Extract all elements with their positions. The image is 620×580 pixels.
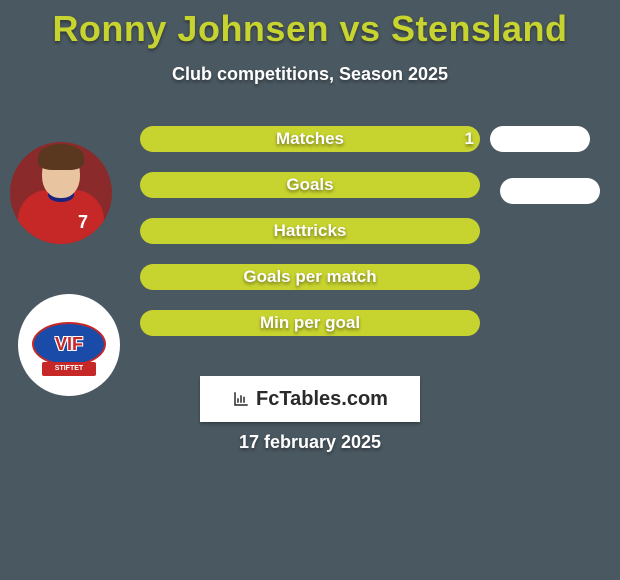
club-ribbon-text: STIFTET 29·7·13 xyxy=(42,362,96,376)
club-badge-text: VIF xyxy=(32,322,106,366)
jersey-number: 7 xyxy=(78,212,88,233)
stat-label: Hattricks xyxy=(140,218,480,244)
stat-row-matches: Matches 1 xyxy=(140,126,480,152)
right-pill-0 xyxy=(490,126,590,152)
page-title: Ronny Johnsen vs Stensland xyxy=(0,0,620,50)
right-pill-1 xyxy=(500,178,600,204)
chart-icon xyxy=(232,390,250,408)
stat-row-hattricks: Hattricks xyxy=(140,218,480,244)
stat-label: Goals xyxy=(140,172,480,198)
club-avatar: VIF STIFTET 29·7·13 xyxy=(18,294,120,396)
stat-row-goals: Goals xyxy=(140,172,480,198)
stats-bars: Matches 1 Goals Hattricks Goals per matc… xyxy=(140,126,480,356)
logo-box: FcTables.com xyxy=(200,376,420,422)
stat-label: Min per goal xyxy=(140,310,480,336)
logo-text: FcTables.com xyxy=(256,388,388,411)
footer-date: 17 february 2025 xyxy=(0,432,620,453)
stat-row-gpm: Goals per match xyxy=(140,264,480,290)
stat-value: 1 xyxy=(465,126,474,152)
stat-label: Matches xyxy=(140,126,480,152)
stat-label: Goals per match xyxy=(140,264,480,290)
player-avatar: 7 xyxy=(10,142,112,244)
page-subtitle: Club competitions, Season 2025 xyxy=(0,64,620,85)
stat-row-mpg: Min per goal xyxy=(140,310,480,336)
